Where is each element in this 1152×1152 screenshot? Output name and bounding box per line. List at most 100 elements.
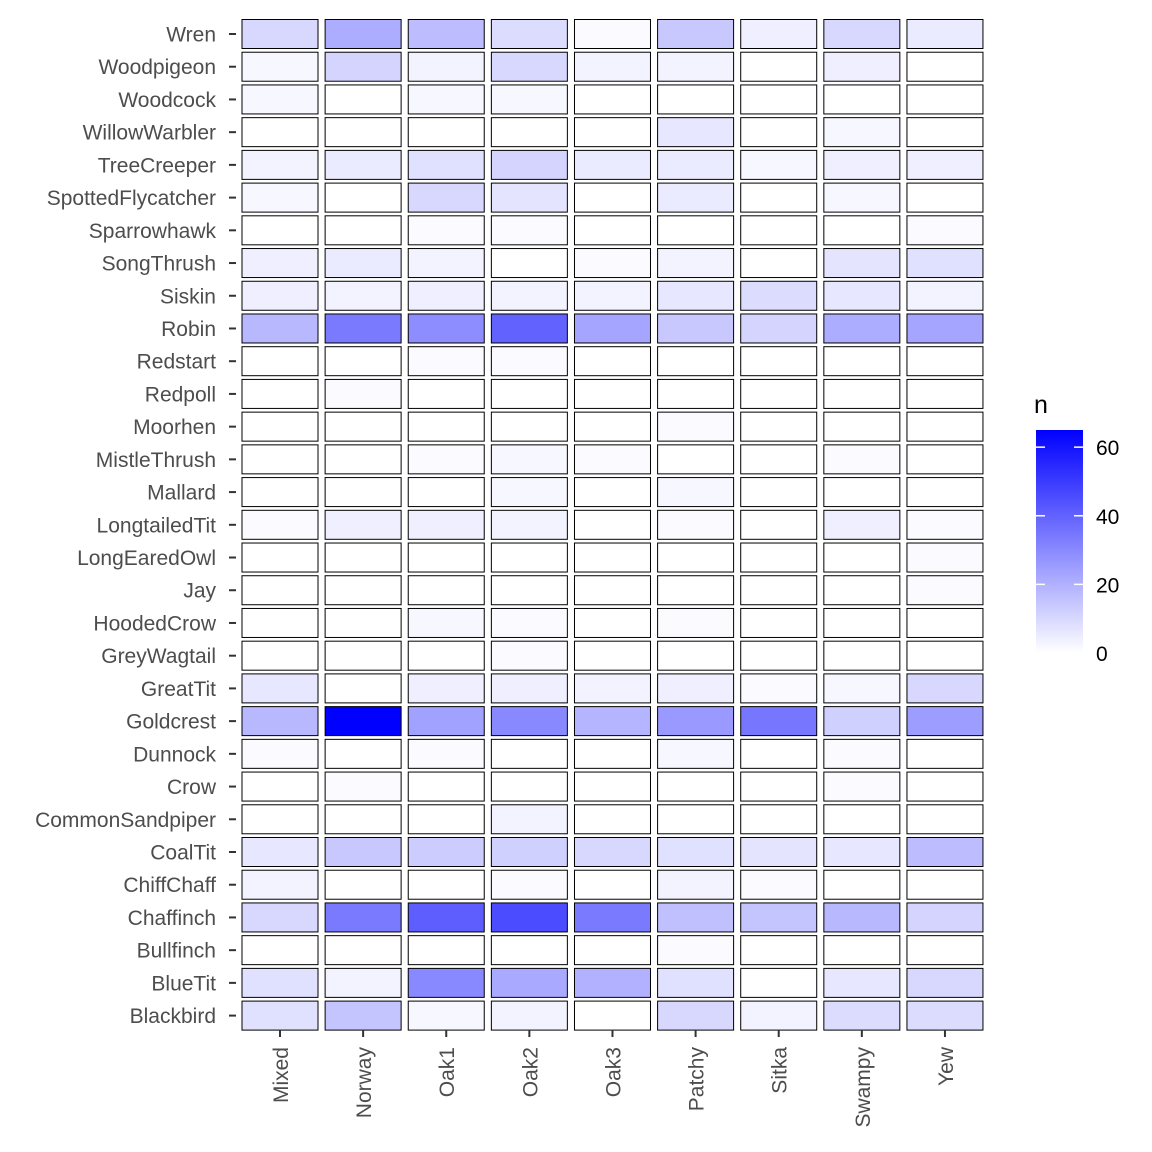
heatmap-cell [740, 346, 818, 377]
heatmap-cell [573, 869, 651, 900]
heatmap-cell [740, 444, 818, 475]
heatmap-cell [906, 869, 984, 900]
heatmap-cell [324, 738, 402, 769]
heatmap-cell [407, 935, 485, 966]
heatmap-cell [823, 575, 901, 606]
heatmap-cell [740, 837, 818, 867]
heatmap-cell [407, 182, 485, 213]
y-tick-label: Chaffinch [128, 907, 216, 930]
heatmap-cell [740, 509, 818, 540]
heatmap-cell [823, 182, 901, 213]
heatmap-cell [324, 542, 402, 573]
y-tick-label: Woodpigeon [98, 56, 216, 79]
heatmap-cell [573, 967, 651, 998]
heatmap-cell [407, 378, 485, 409]
heatmap-cell [906, 117, 984, 148]
heatmap-cell [740, 771, 818, 802]
heatmap-cell [490, 19, 568, 49]
heatmap-cell [573, 313, 651, 344]
heatmap-cell [657, 673, 735, 704]
y-tick-label: Mallard [147, 482, 216, 505]
heatmap-cell [740, 378, 818, 409]
heatmap-cell [490, 51, 568, 82]
heatmap-cell [407, 84, 485, 115]
heatmap-cell [407, 640, 485, 671]
heatmap-cell [740, 738, 818, 769]
heatmap-cell [823, 149, 901, 180]
y-tick-label: Sparrowhawk [89, 220, 217, 243]
heatmap-cell [241, 706, 319, 737]
heatmap-cell [324, 346, 402, 377]
heatmap-cell [906, 149, 984, 180]
heatmap-cell [823, 542, 901, 573]
heatmap-cell [573, 477, 651, 508]
heatmap-cell [490, 1000, 568, 1031]
heatmap-cell [490, 509, 568, 540]
x-tick-label: Mixed [270, 1047, 293, 1103]
y-tick-label: Blackbird [130, 1005, 216, 1028]
heatmap-cell [573, 378, 651, 409]
heatmap-cell [324, 673, 402, 704]
legend-tick-label: 20 [1096, 574, 1119, 597]
heatmap-cell [241, 542, 319, 573]
heatmap-cell [573, 444, 651, 475]
heatmap-cell [740, 706, 818, 737]
heatmap-cell [906, 1000, 984, 1031]
heatmap-cell [657, 869, 735, 900]
heatmap-cell [241, 967, 319, 998]
heatmap-cell [241, 378, 319, 409]
legend: n 0 20 40 60 [1034, 391, 1119, 666]
heatmap-cell [657, 902, 735, 933]
heatmap-cell [490, 967, 568, 998]
heatmap-cell [407, 902, 485, 933]
heatmap-cell [906, 280, 984, 311]
y-tick-label: Bullfinch [137, 940, 216, 963]
legend-tick-label: 60 [1096, 437, 1119, 460]
heatmap-cell [740, 84, 818, 115]
y-tick-label: ChiffChaff [123, 874, 216, 897]
heatmap-cell [823, 280, 901, 311]
heatmap-cell [740, 215, 818, 246]
heatmap-cell [906, 313, 984, 344]
x-axis: Mixed Norway Oak1 Oak2 Oak3 Patchy Sitka Swampy… [270, 1030, 958, 1128]
heatmap-cell [657, 149, 735, 180]
heatmap-cell [241, 444, 319, 475]
heatmap-cell [490, 444, 568, 475]
heatmap-cell [241, 935, 319, 966]
heatmap-cell [740, 607, 818, 638]
heatmap-cell [324, 967, 402, 998]
heatmap-cell [490, 411, 568, 442]
heatmap-cell [740, 117, 818, 148]
heatmap-cell [407, 477, 485, 508]
heatmap-cell [906, 84, 984, 115]
heatmap-cell [657, 378, 735, 409]
heatmap-cell [407, 248, 485, 279]
heatmap-cell [490, 117, 568, 148]
heatmap-cell [490, 346, 568, 377]
heatmap-cell [490, 215, 568, 246]
y-tick-label: GreyWagtail [101, 645, 216, 668]
heatmap-cell [906, 640, 984, 671]
heatmap-cell [490, 149, 568, 180]
heatmap-cell [324, 509, 402, 540]
heatmap-cell [657, 509, 735, 540]
heatmap-cell [906, 215, 984, 246]
heatmap-cell [823, 607, 901, 638]
heatmap-cell [241, 248, 319, 279]
heatmap-cell [407, 149, 485, 180]
heatmap-cell [906, 509, 984, 540]
heatmap-cell [324, 607, 402, 638]
heatmap-cell [823, 673, 901, 704]
y-axis: Wren Woodpigeon Woodcock WillowWarbler TreeC… [35, 24, 236, 1028]
x-tick-label: Swampy [852, 1047, 875, 1128]
heatmap-cell [573, 640, 651, 671]
heatmap-cell [823, 19, 901, 49]
heatmap-cell [573, 542, 651, 573]
heatmap-cell [407, 738, 485, 769]
heatmap-cell [241, 19, 319, 49]
y-tick-label: Wren [166, 24, 216, 47]
heatmap-cell [490, 738, 568, 769]
heatmap-cell [490, 542, 568, 573]
heatmap-cell [740, 935, 818, 966]
heatmap-cell [573, 215, 651, 246]
